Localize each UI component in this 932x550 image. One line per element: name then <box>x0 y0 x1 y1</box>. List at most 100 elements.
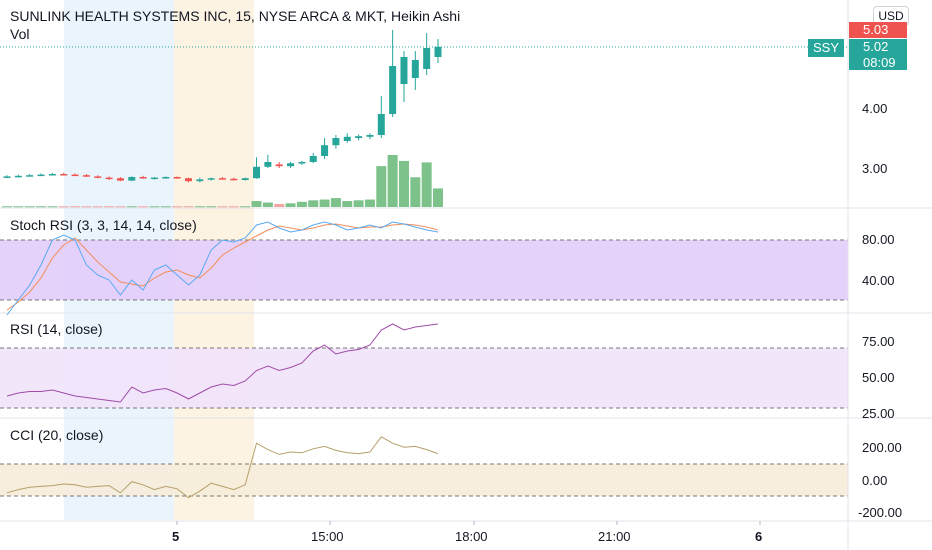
volume-bar <box>217 206 228 208</box>
volume-bar <box>183 206 194 208</box>
cci-band <box>0 464 848 496</box>
candle-body <box>264 162 272 167</box>
volume-bar <box>296 201 307 207</box>
candle-body <box>377 114 385 135</box>
volume-bar <box>58 206 69 208</box>
volume-bar <box>138 206 149 208</box>
price-tick: 3.00 <box>862 161 888 176</box>
volume-bar <box>240 206 251 208</box>
rsi-line <box>6 323 439 403</box>
candle-body <box>3 176 11 178</box>
candle-body <box>139 177 147 179</box>
candle-body <box>287 163 295 167</box>
volume-bar <box>24 206 35 208</box>
last-price-red-tag: 5.03 <box>849 22 907 38</box>
volume-bar <box>342 201 353 207</box>
time-label: 6 <box>755 529 763 544</box>
candles <box>3 30 442 183</box>
volume-bar <box>206 206 217 208</box>
candle-body <box>60 174 68 176</box>
candle-body <box>309 156 317 162</box>
countdown-tag: 08:09 <box>849 55 907 70</box>
candle-body <box>162 177 170 179</box>
volume-bar <box>81 206 92 208</box>
volume-bar <box>433 188 443 207</box>
rsi-band <box>0 348 848 408</box>
cci-tick: -200.00 <box>858 505 903 520</box>
candle-body <box>150 177 158 180</box>
candle-body <box>230 178 238 181</box>
stoch-title: Stoch RSI (3, 3, 14, 14, close) <box>10 217 197 233</box>
volume-label: Vol <box>10 26 30 42</box>
volume-bar <box>421 162 432 207</box>
price-tick: 4.00 <box>862 101 888 116</box>
candle-body <box>411 60 419 78</box>
volume-bar <box>2 206 12 208</box>
candle-body <box>207 178 215 180</box>
cci-tick: 200.00 <box>862 440 902 455</box>
candle-body <box>366 135 374 137</box>
volume-bar <box>228 206 239 208</box>
candle-body <box>94 176 102 178</box>
volume-bar <box>364 199 375 207</box>
volume-bar <box>115 206 126 208</box>
candle-body <box>26 175 34 177</box>
candle-body <box>105 177 113 180</box>
volume-bar <box>47 206 58 208</box>
volume-bar <box>92 206 103 208</box>
volume-bar <box>262 202 273 207</box>
candle-body <box>48 174 56 176</box>
candle-body <box>423 48 431 69</box>
volume-bar <box>319 199 330 207</box>
volume-bar <box>387 155 398 207</box>
volume-bar <box>70 206 81 208</box>
volume-bar <box>149 206 160 208</box>
volume-bar <box>410 177 421 207</box>
volume-bar <box>330 198 341 207</box>
symbol-tag: SSY <box>808 39 844 57</box>
time-axis-ticks <box>176 521 761 525</box>
candle-body <box>400 57 408 84</box>
volume-bar <box>13 206 24 208</box>
candle-body <box>82 175 90 177</box>
volume-bar <box>376 166 387 207</box>
candle-body <box>128 177 136 181</box>
stoch-band <box>0 240 848 300</box>
candle-body <box>389 66 397 114</box>
chart-title: SUNLINK HEALTH SYSTEMS INC, 15, NYSE ARC… <box>10 8 461 24</box>
volume-bar <box>172 206 183 208</box>
volume-bar <box>398 160 409 207</box>
time-label: 5 <box>172 529 180 544</box>
volume-bar <box>194 206 205 208</box>
candle-body <box>173 177 181 179</box>
time-label: 15:00 <box>311 529 344 544</box>
candle-body <box>71 174 79 177</box>
stoch-tick: 40.00 <box>862 273 895 288</box>
volume-bar <box>126 206 137 208</box>
rsi-title: RSI (14, close) <box>10 321 103 337</box>
candle-body <box>196 179 204 182</box>
candle-body <box>275 164 283 167</box>
cci-line <box>6 436 439 499</box>
candle-body <box>37 174 45 177</box>
rsi-tick: 50.00 <box>862 370 895 385</box>
rsi-tick: 75.00 <box>862 334 895 349</box>
candle-body <box>241 178 249 180</box>
stoch-k-line <box>6 221 439 316</box>
candle-body <box>332 138 340 146</box>
candle-body <box>298 162 306 164</box>
candle-body <box>116 178 124 181</box>
volume-bar <box>160 206 171 208</box>
rsi-tick: 25.00 <box>862 406 895 418</box>
indicator-lines <box>6 221 439 499</box>
candle-body <box>184 178 192 182</box>
candle-body <box>343 136 351 141</box>
volume-bar <box>104 206 115 208</box>
candle-body <box>14 175 22 178</box>
time-label: 21:00 <box>598 529 631 544</box>
candle-body <box>355 136 363 138</box>
last-price-green-tag: 5.02 <box>849 39 907 55</box>
volume-bar <box>36 206 47 208</box>
